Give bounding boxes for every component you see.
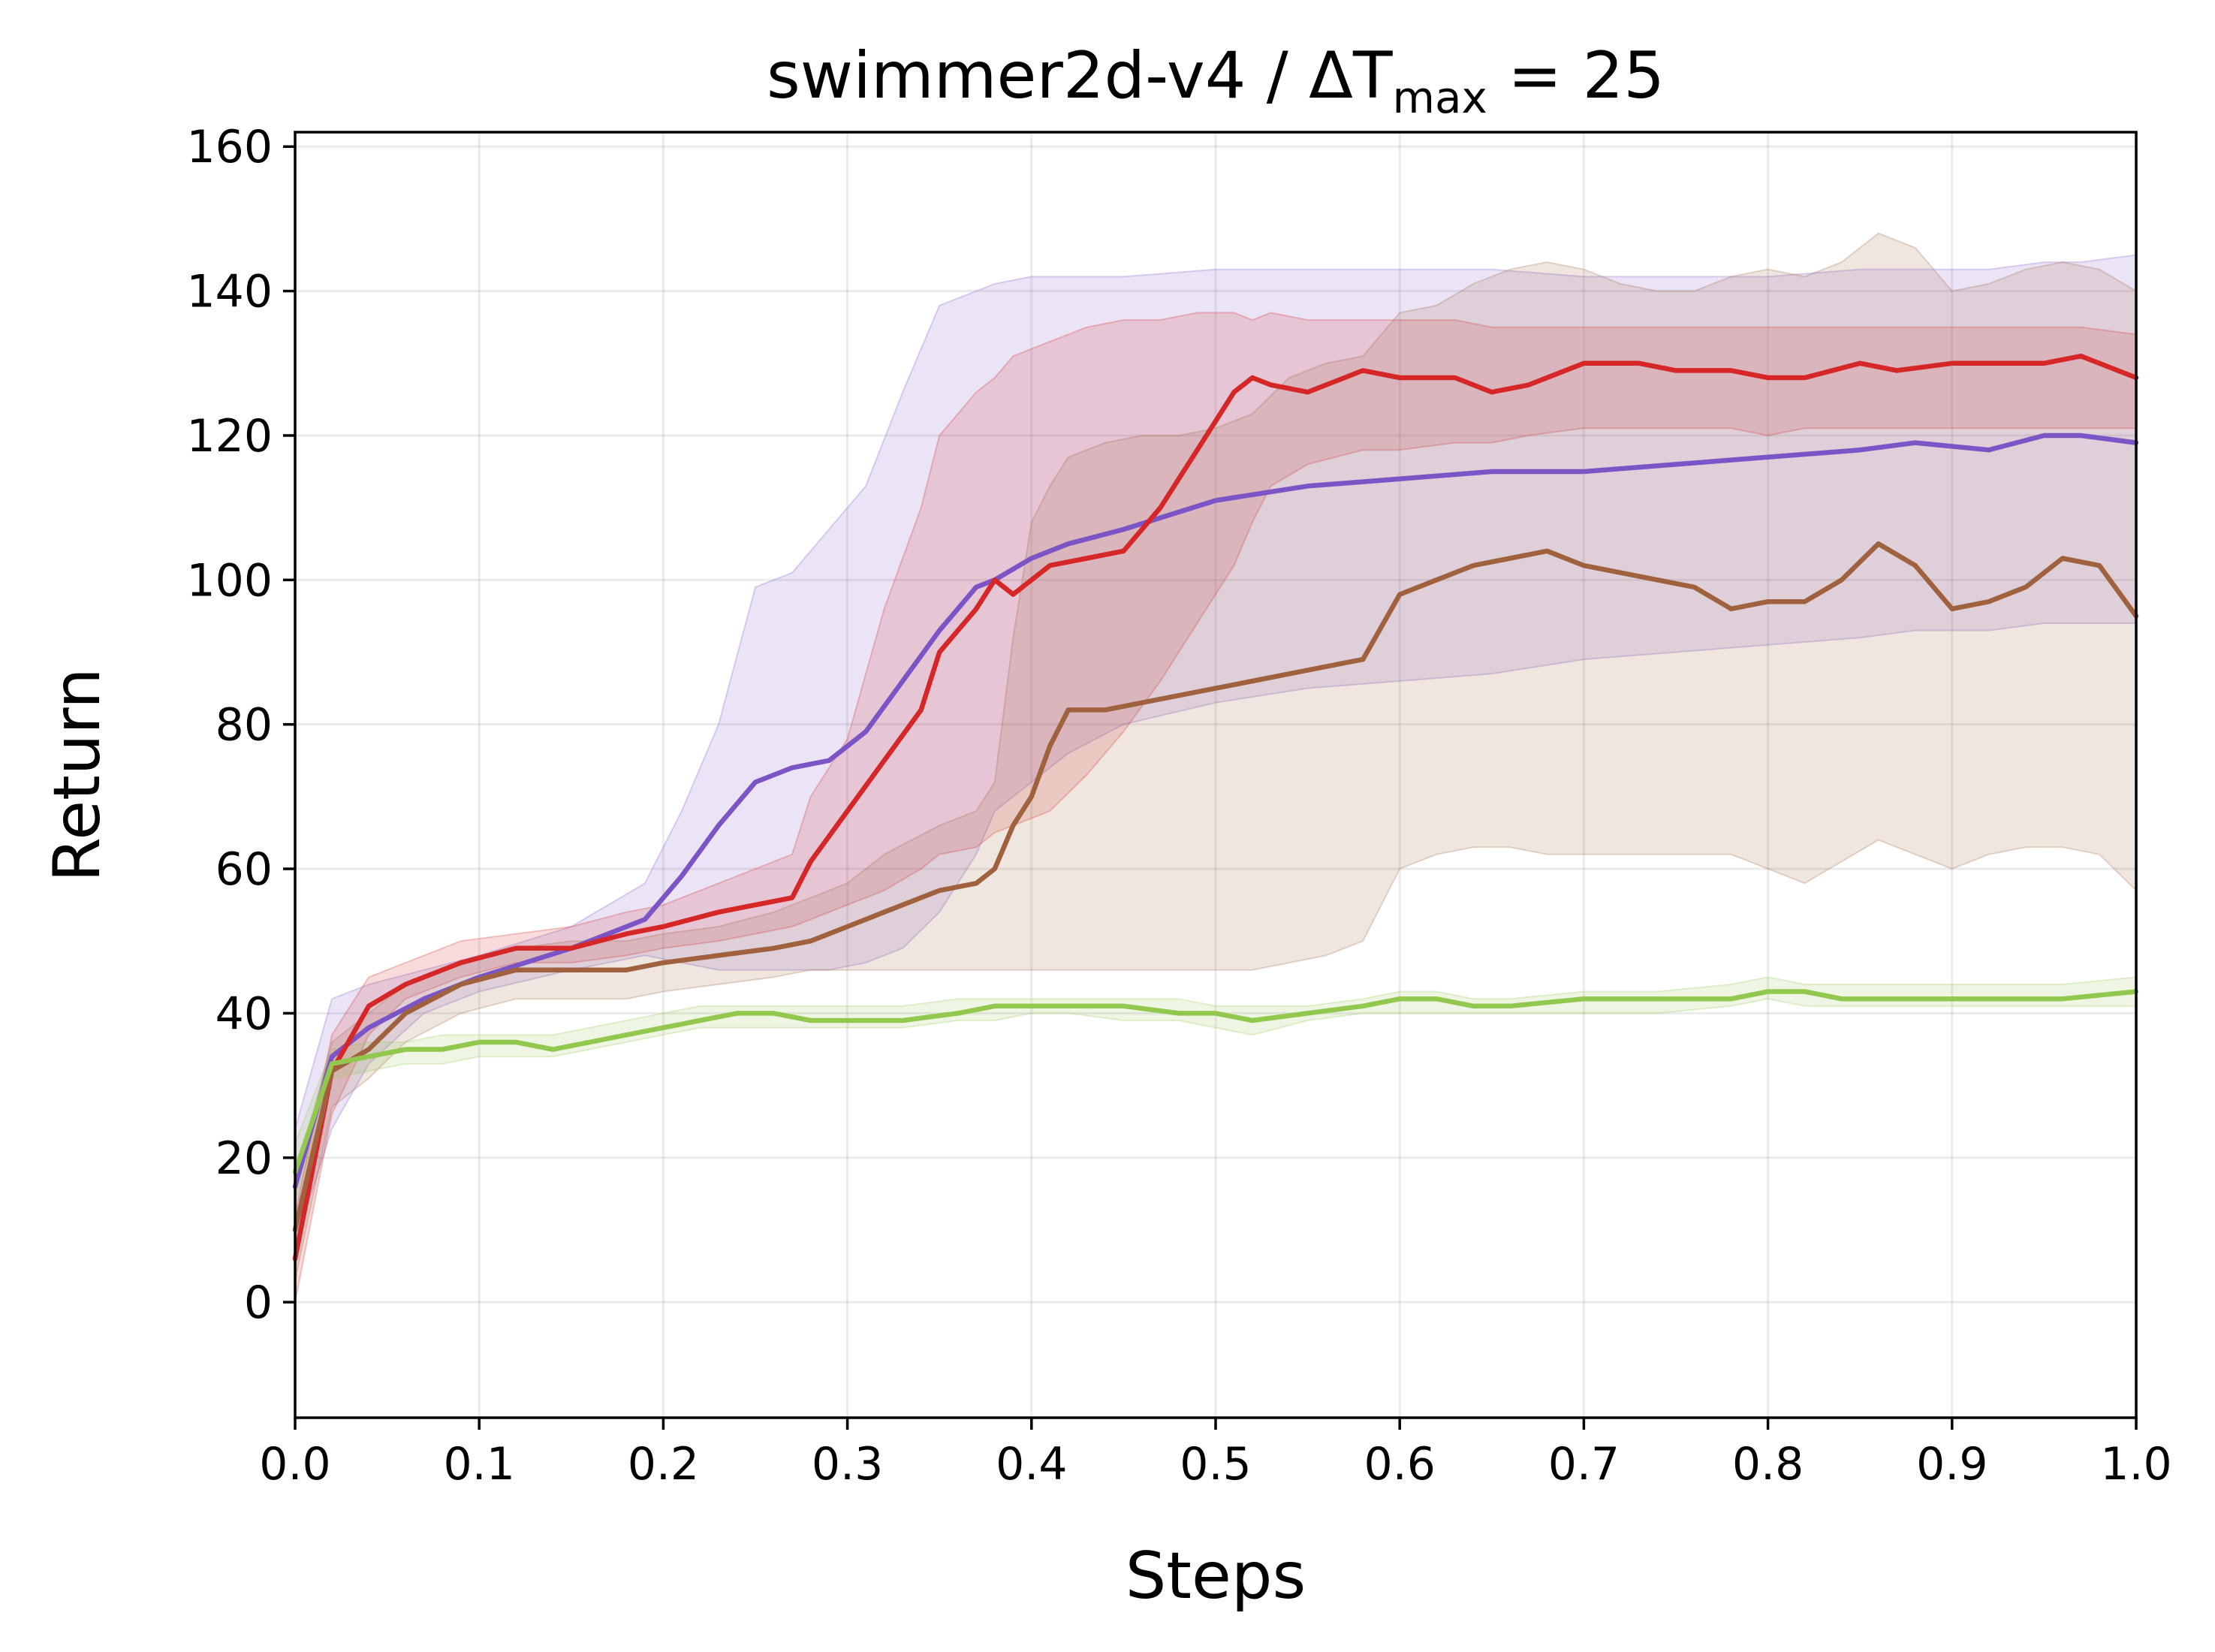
y-axis-label: Return	[40, 668, 115, 882]
x-tick-label: 0.5	[1180, 1438, 1251, 1491]
x-tick-label: 0.9	[1916, 1438, 1987, 1491]
y-tick-label: 100	[186, 554, 273, 607]
x-tick-label: 0.7	[1548, 1438, 1620, 1491]
x-axis-label: Steps	[1126, 1539, 1306, 1614]
chart-title: swimmer2d-v4 / ΔTmax = 25	[767, 38, 1665, 123]
axis-ticks: 0.0 0.1 0.2 0.3 0.4 0.5 0.6 0.7 0.8 0.9 1.0 0 20 40 60…	[186, 121, 2171, 1491]
x-tick-label: 0.3	[812, 1438, 883, 1491]
y-tick-label: 60	[215, 843, 273, 896]
chart-title-subscript: max	[1392, 72, 1487, 123]
chart-title-prefix: swimmer2d-v4 / ΔT	[767, 38, 1393, 113]
x-tick-label: 0.2	[628, 1438, 699, 1491]
y-tick-label: 80	[215, 699, 273, 752]
x-tick-label: 1.0	[2100, 1438, 2171, 1491]
y-tick-label: 40	[215, 987, 273, 1040]
series-line	[292, 353, 2139, 1262]
y-tick-label: 160	[186, 121, 273, 173]
x-tick-label: 0.1	[443, 1438, 514, 1491]
x-tick-label: 0.0	[259, 1438, 330, 1491]
x-tick-label: 0.4	[996, 1438, 1067, 1491]
y-tick-label: 140	[186, 266, 273, 318]
x-tick-label: 0.6	[1364, 1438, 1435, 1491]
y-tick-label: 20	[215, 1132, 273, 1185]
series-line	[292, 541, 2139, 1233]
y-tick-label: 0	[244, 1277, 273, 1329]
y-tick-label: 120	[186, 410, 273, 463]
series-line	[292, 989, 2139, 1175]
series-lines	[292, 353, 2139, 1262]
chart-title-suffix: = 25	[1487, 38, 1665, 113]
x-tick-label: 0.8	[1732, 1438, 1804, 1491]
